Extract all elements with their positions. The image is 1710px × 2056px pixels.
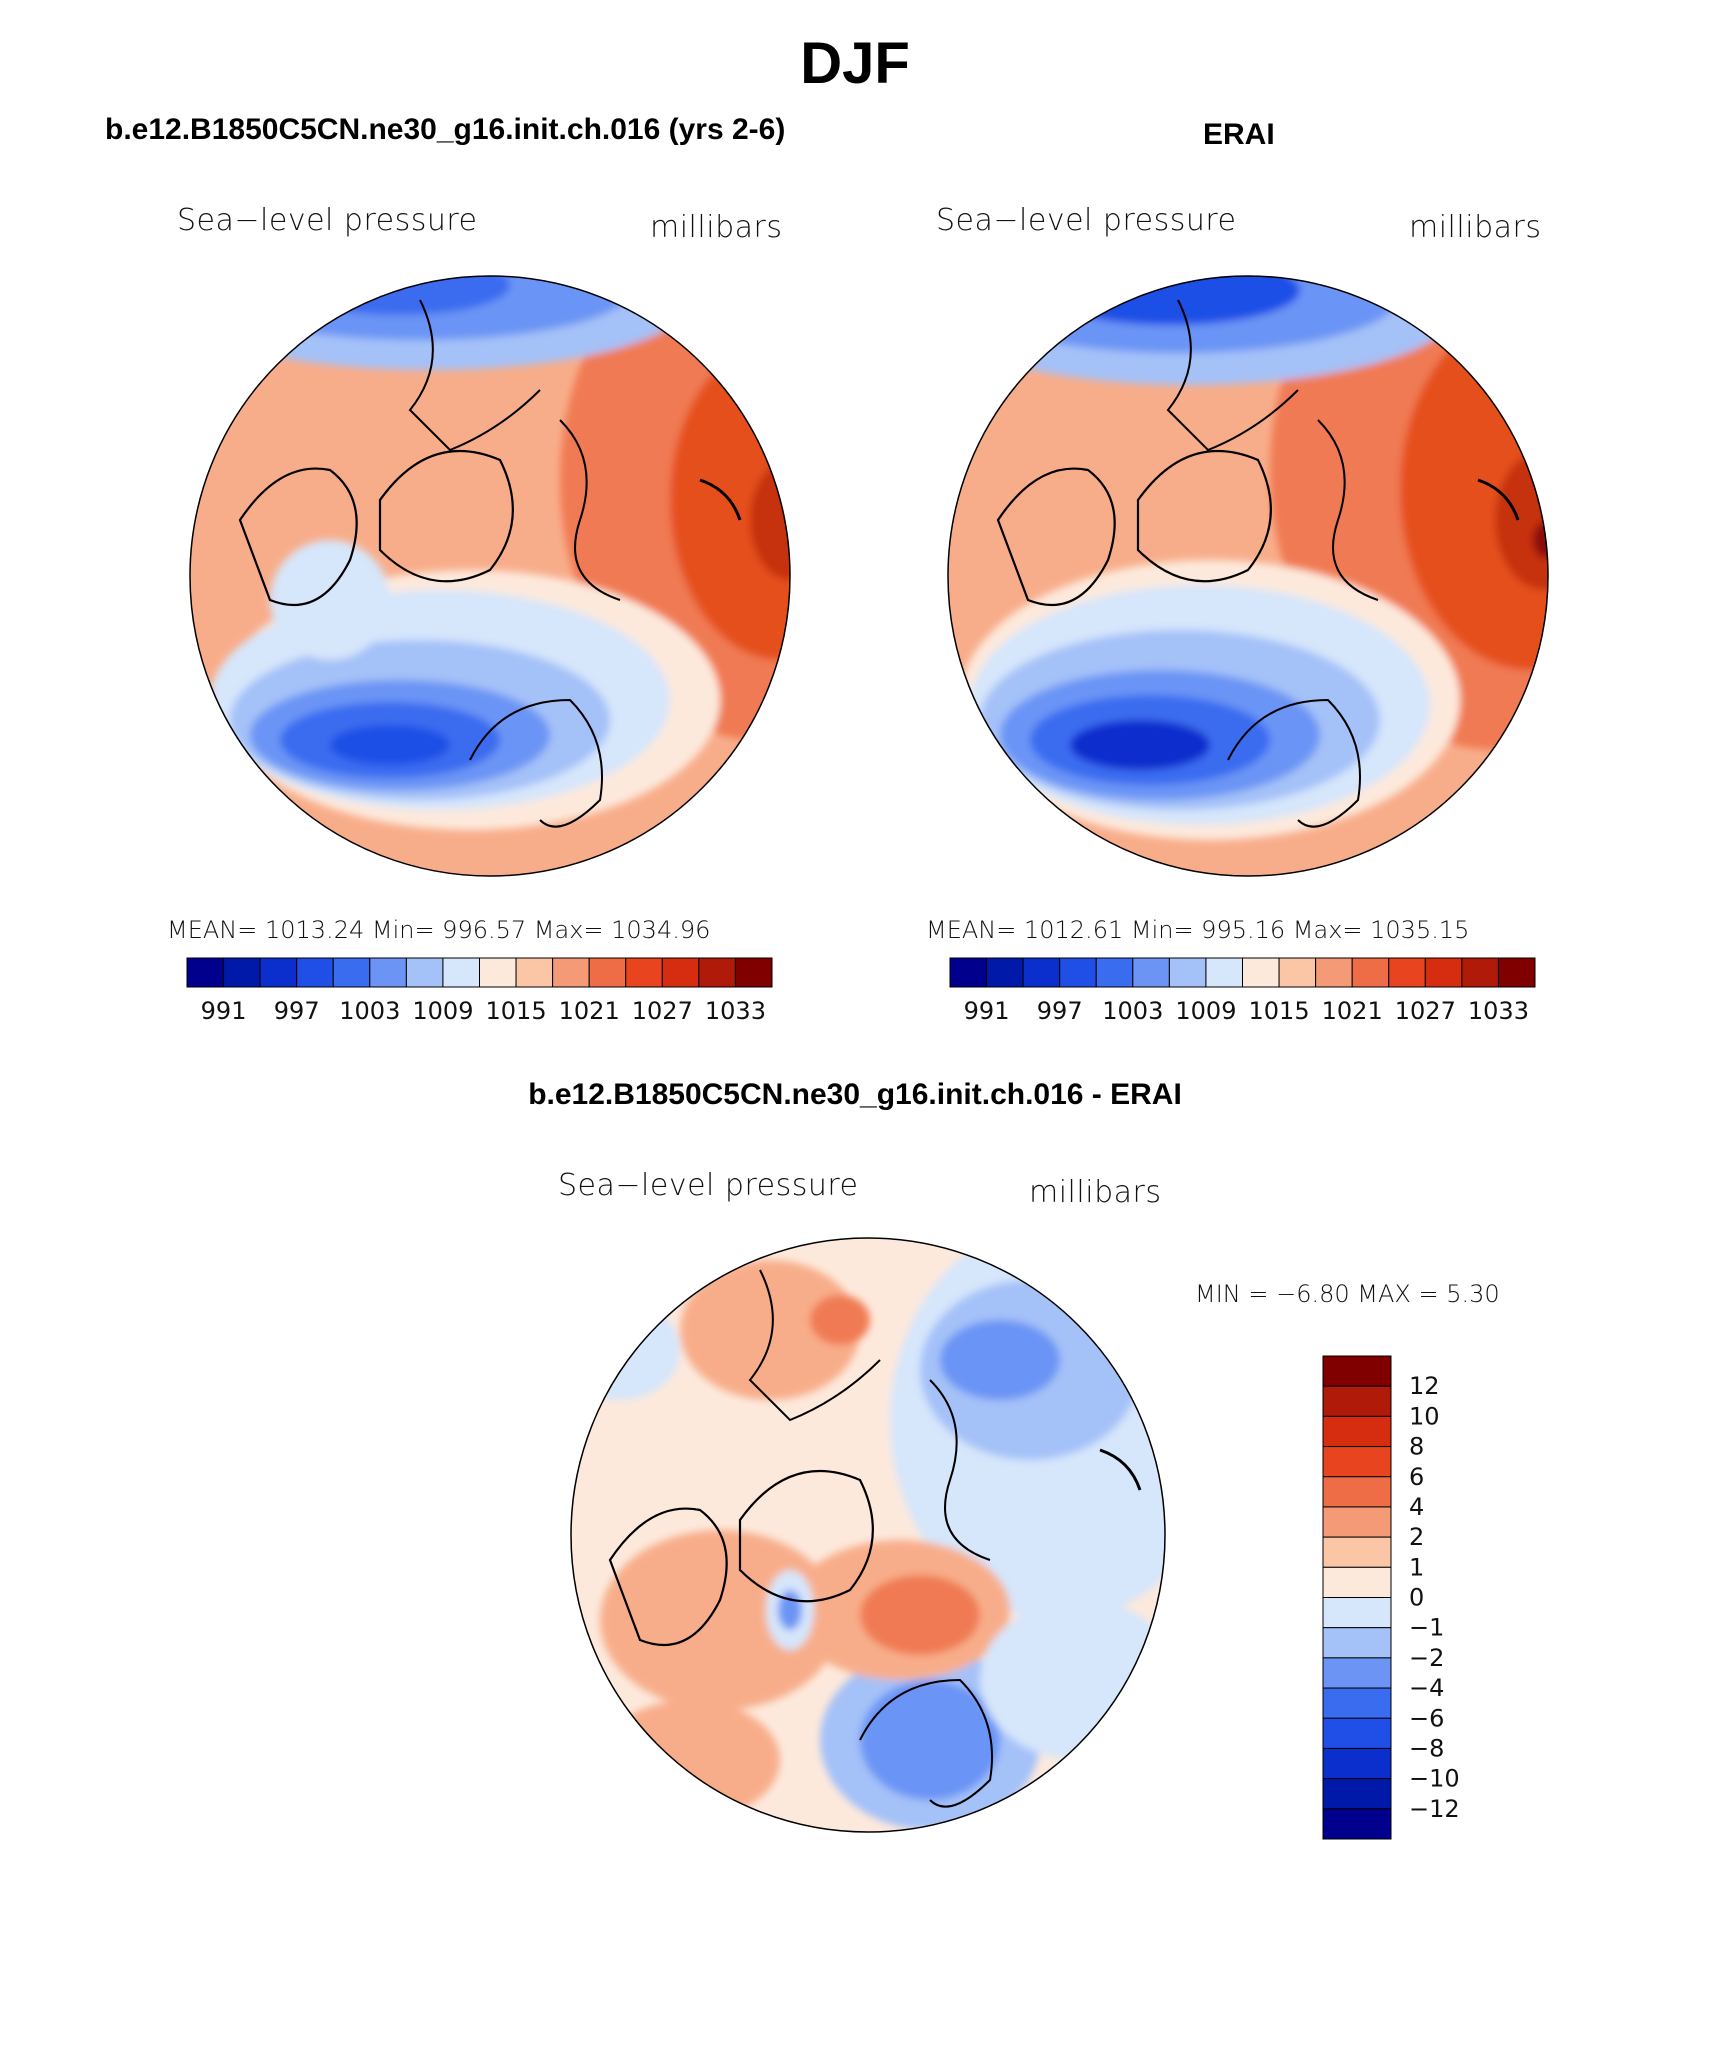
colorbar-diff-tick-label: 4 xyxy=(1409,1493,1424,1521)
colorbar-diff-swatch xyxy=(1322,1627,1392,1659)
colorbar-obs-swatch xyxy=(1388,957,1426,988)
colorbar-model-tick-label: 1003 xyxy=(339,997,400,1025)
colorbar-obs-swatch xyxy=(1315,957,1353,988)
colorbar-diff-swatch xyxy=(1322,1657,1392,1689)
colorbar-diff-tick-label: 8 xyxy=(1409,1433,1424,1461)
colorbar-obs-swatch xyxy=(1278,957,1317,988)
colorbar-obs-tick-label: 1033 xyxy=(1468,997,1529,1025)
colorbar-model-swatch xyxy=(186,957,225,988)
colorbar-obs-swatch xyxy=(1059,957,1097,988)
colorbar-obs-tick-label: 997 xyxy=(1037,997,1083,1025)
colorbar-diff-swatch xyxy=(1322,1536,1392,1568)
units-label-model: millibars xyxy=(650,210,783,245)
panel-title-diff: b.e12.B1850C5CN.ne30_g16.init.ch.016 - E… xyxy=(528,1078,1182,1111)
colorbar-obs-tick-label: 991 xyxy=(964,997,1010,1025)
colorbar-diff-swatch xyxy=(1322,1355,1392,1387)
colorbar-diff-tick-label: −12 xyxy=(1409,1795,1460,1823)
colorbar-model-swatch xyxy=(369,957,407,988)
colorbar-obs-tick-label: 1027 xyxy=(1395,997,1456,1025)
colorbar-obs-swatch xyxy=(1095,957,1134,988)
colorbar-diff-swatch xyxy=(1322,1778,1392,1810)
colorbar-obs-swatch xyxy=(1242,957,1280,988)
colorbar-model-swatch xyxy=(734,957,773,988)
colorbar-diff-tick-label: 2 xyxy=(1409,1523,1424,1551)
stats-model: MEAN= 1013.24 Min= 996.57 Max= 1034.96 xyxy=(167,916,711,944)
colorbar-obs-swatch xyxy=(986,957,1024,988)
colorbar-model-swatch xyxy=(515,957,554,988)
panel-title-model: b.e12.B1850C5CN.ne30_g16.init.ch.016 (yr… xyxy=(105,113,786,146)
colorbar-diff-tick-label: −6 xyxy=(1409,1704,1444,1732)
colorbar-model: 991 997 1003 1009 1015 1021 1027 1033 xyxy=(186,957,773,1025)
colorbar-diff-swatch xyxy=(1322,1415,1392,1448)
colorbar-obs-swatch xyxy=(1132,957,1170,988)
colorbar-model-tick-label: 997 xyxy=(274,997,320,1025)
colorbar-model-swatch xyxy=(259,957,298,988)
colorbar-model-tick-label: 1021 xyxy=(559,997,620,1025)
units-label-diff: millibars xyxy=(1029,1175,1162,1210)
colorbar-diff-tick-label: −4 xyxy=(1409,1674,1444,1702)
colorbar-diff-tick-label: −1 xyxy=(1409,1614,1444,1642)
colorbar-model-tick-label: 1009 xyxy=(412,997,473,1025)
colorbar-diff-swatch xyxy=(1322,1717,1392,1749)
colorbar-obs-swatch xyxy=(1424,957,1463,988)
stats-obs: MEAN= 1012.61 Min= 995.16 Max= 1035.15 xyxy=(926,916,1470,944)
colorbar-obs-swatch xyxy=(1022,957,1061,988)
colorbar-diff-tick-label: 0 xyxy=(1409,1584,1424,1612)
colorbar-diff-swatch xyxy=(1322,1747,1392,1780)
colorbar-model-tick-label: 1027 xyxy=(632,997,693,1025)
colorbar-obs-tick-label: 1015 xyxy=(1249,997,1310,1025)
colorbar-diff-tick-label: 1 xyxy=(1409,1553,1424,1581)
colorbar-model-swatch xyxy=(479,957,517,988)
colorbar-diff-swatch xyxy=(1322,1687,1392,1719)
colorbar-model-swatch xyxy=(625,957,663,988)
colorbar-diff-tick-label: 12 xyxy=(1409,1372,1440,1400)
map-obs-slp xyxy=(947,275,1549,877)
colorbar-model-swatch xyxy=(661,957,700,988)
colorbar-model-tick-label: 1015 xyxy=(486,997,547,1025)
colorbar-diff-swatch xyxy=(1322,1476,1392,1508)
colorbar-diff-swatch xyxy=(1322,1566,1392,1598)
colorbar-model-swatch xyxy=(588,957,627,988)
colorbar-model-swatch xyxy=(698,957,736,988)
variable-label-diff: Sea−level pressure xyxy=(558,1168,859,1203)
colorbar-model-swatch xyxy=(442,957,480,988)
colorbar-diff-swatch xyxy=(1322,1808,1392,1840)
colorbar-obs-swatch xyxy=(1205,957,1243,988)
colorbar-model-swatch xyxy=(296,957,334,988)
colorbar-obs-swatch xyxy=(1351,957,1390,988)
colorbar-obs-swatch xyxy=(1497,957,1536,988)
colorbar-diff-swatch xyxy=(1322,1597,1392,1629)
colorbar-diff-tick-label: −10 xyxy=(1409,1765,1460,1793)
colorbar-obs-swatch xyxy=(1461,957,1499,988)
colorbar-obs-swatch xyxy=(1168,957,1207,988)
panel-title-obs: ERAI xyxy=(1203,118,1275,151)
colorbar-model-swatch xyxy=(552,957,590,988)
units-label-obs: millibars xyxy=(1409,210,1542,245)
colorbar-obs-swatch xyxy=(949,957,988,988)
figure-title: DJF xyxy=(800,31,910,96)
colorbar-obs-tick-label: 1021 xyxy=(1322,997,1383,1025)
colorbar-diff-swatch xyxy=(1322,1385,1392,1417)
colorbar-model-swatch xyxy=(223,957,261,988)
colorbar-obs-tick-label: 1003 xyxy=(1102,997,1163,1025)
colorbar-model-tick-label: 1033 xyxy=(705,997,766,1025)
variable-label-obs: Sea−level pressure xyxy=(936,203,1237,238)
colorbar-diff-tick-label: 6 xyxy=(1409,1463,1424,1491)
colorbar-model-tick-label: 991 xyxy=(201,997,247,1025)
colorbar-model-swatch xyxy=(405,957,444,988)
colorbar-diff-tick-label: −8 xyxy=(1409,1734,1444,1762)
colorbar-diff-swatch xyxy=(1322,1506,1392,1538)
colorbar-diff-tick-label: 10 xyxy=(1409,1402,1440,1430)
colorbar-obs-tick-label: 1009 xyxy=(1175,997,1236,1025)
colorbar-diff-tick-label: −2 xyxy=(1409,1644,1444,1672)
colorbar-diff-swatch xyxy=(1322,1446,1392,1478)
colorbar-model-swatch xyxy=(332,957,371,988)
stats-diff: MIN = −6.80 MAX = 5.30 xyxy=(1195,1280,1500,1308)
colorbar-obs: 991 997 1003 1009 1015 1021 1027 1033 xyxy=(949,957,1536,1025)
variable-label-model: Sea−level pressure xyxy=(177,203,478,238)
